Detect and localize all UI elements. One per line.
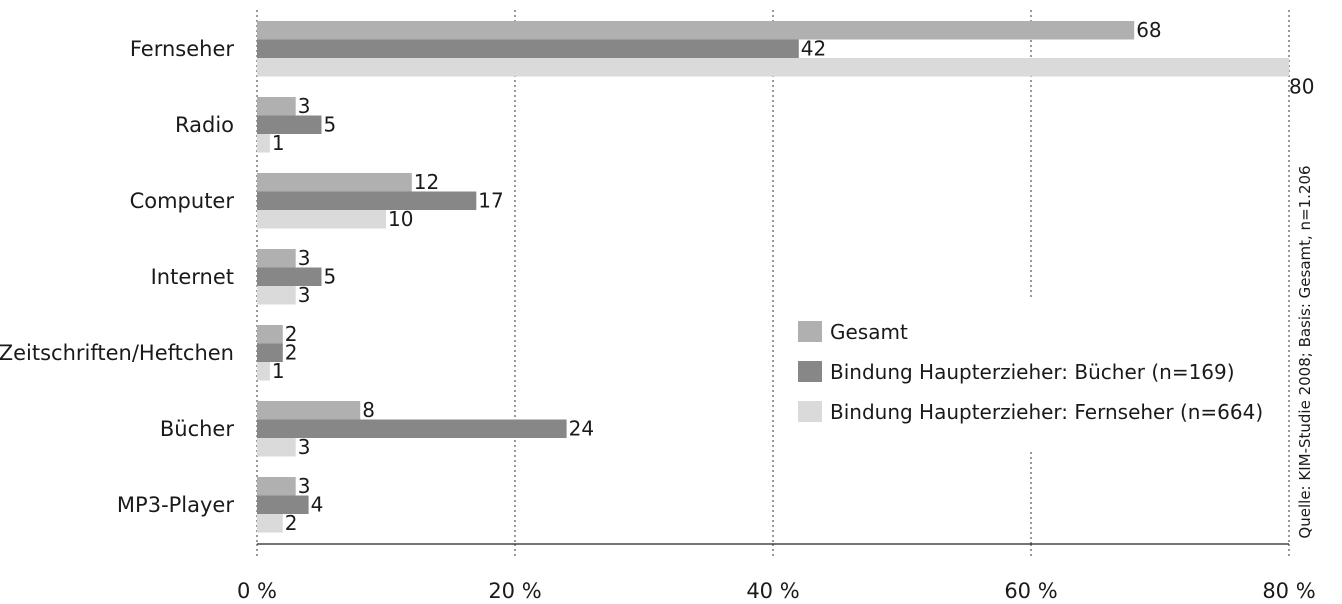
value-label: 5 [324, 265, 337, 289]
x-tick-label: 20 % [488, 579, 541, 603]
value-label: 12 [414, 170, 439, 194]
value-label: 24 [569, 417, 594, 441]
x-tick-label: 0 % [237, 579, 277, 603]
bar-mp3-player-series-2 [257, 495, 309, 514]
bar-zeitschriften-heftchen-series-3 [257, 362, 270, 381]
category-label-radio: Radio [175, 113, 234, 137]
bar-zeitschriften-heftchen-series-2 [257, 343, 283, 362]
legend-label-3: Bindung Haupterzieher: Fernseher (n=664) [830, 400, 1263, 424]
legend-swatch-2 [798, 361, 822, 382]
value-label: 1 [272, 359, 285, 383]
x-tick-label: 40 % [746, 579, 799, 603]
bar-fernseher-series-2 [257, 39, 799, 58]
category-label-fernseher: Fernseher [130, 37, 235, 61]
value-label: 8 [362, 398, 375, 422]
bar-bücher-series-1 [257, 401, 361, 420]
value-label: 1 [272, 131, 285, 155]
value-label: 3 [298, 474, 311, 498]
value-label: 3 [298, 246, 311, 270]
category-label-mp3-player: MP3-Player [117, 493, 234, 517]
bar-computer-series-3 [257, 210, 386, 229]
value-label: 3 [298, 94, 311, 118]
bar-fernseher-series-3 [257, 58, 1289, 77]
source-note: Quelle: KIM-Studie 2008; Basis: Gesamt, … [1296, 165, 1314, 538]
bar-radio-series-3 [257, 134, 270, 153]
bar-radio-series-2 [257, 115, 322, 134]
bar-bücher-series-2 [257, 419, 567, 438]
bar-radio-series-1 [257, 97, 296, 116]
legend-swatch-1 [798, 321, 822, 342]
value-label: 4 [311, 493, 324, 517]
bars [257, 21, 1289, 533]
value-label: 17 [478, 189, 503, 213]
labels: 0 % 20 % 40 % 60 % 80 %684280Fernseher351Rad… [0, 18, 1316, 603]
value-label: 42 [801, 37, 826, 61]
legend: Gesamt Bindung Haupterzieher: Bücher (n=1… [798, 320, 1263, 424]
category-label-internet: Internet [151, 265, 234, 289]
value-label: 10 [388, 207, 413, 231]
value-label: 68 [1136, 18, 1161, 42]
value-label: 2 [285, 341, 298, 365]
value-label: 5 [324, 113, 337, 137]
x-tick-label: 60 % [1004, 579, 1057, 603]
bar-zeitschriften-heftchen-series-1 [257, 325, 283, 344]
bar-computer-series-2 [257, 191, 477, 210]
category-label-zeitschriften-heftchen: Zeitschriften/Heftchen [0, 341, 234, 365]
category-label-bücher: Bücher [160, 417, 234, 441]
bar-fernseher-series-1 [257, 21, 1135, 40]
bar-internet-series-1 [257, 249, 296, 268]
bar-computer-series-1 [257, 173, 412, 192]
x-tick-label: 80 % [1262, 579, 1315, 603]
legend-swatch-3 [798, 401, 822, 422]
bar-bücher-series-3 [257, 438, 296, 457]
value-label: 2 [285, 322, 298, 346]
category-label-computer: Computer [130, 189, 235, 213]
legend-label-2: Bindung Haupterzieher: Bücher (n=169) [830, 360, 1235, 384]
bar-mp3-player-series-1 [257, 477, 296, 496]
bar-internet-series-3 [257, 286, 296, 305]
value-label: 80 [1289, 75, 1314, 99]
value-label: 3 [298, 283, 311, 307]
grid-lines [256, 10, 1290, 558]
legend-label-1: Gesamt [830, 320, 908, 344]
bar-internet-series-2 [257, 267, 322, 286]
value-label: 3 [298, 435, 311, 459]
value-label: 2 [285, 511, 298, 535]
bar-mp3-player-series-3 [257, 514, 283, 533]
